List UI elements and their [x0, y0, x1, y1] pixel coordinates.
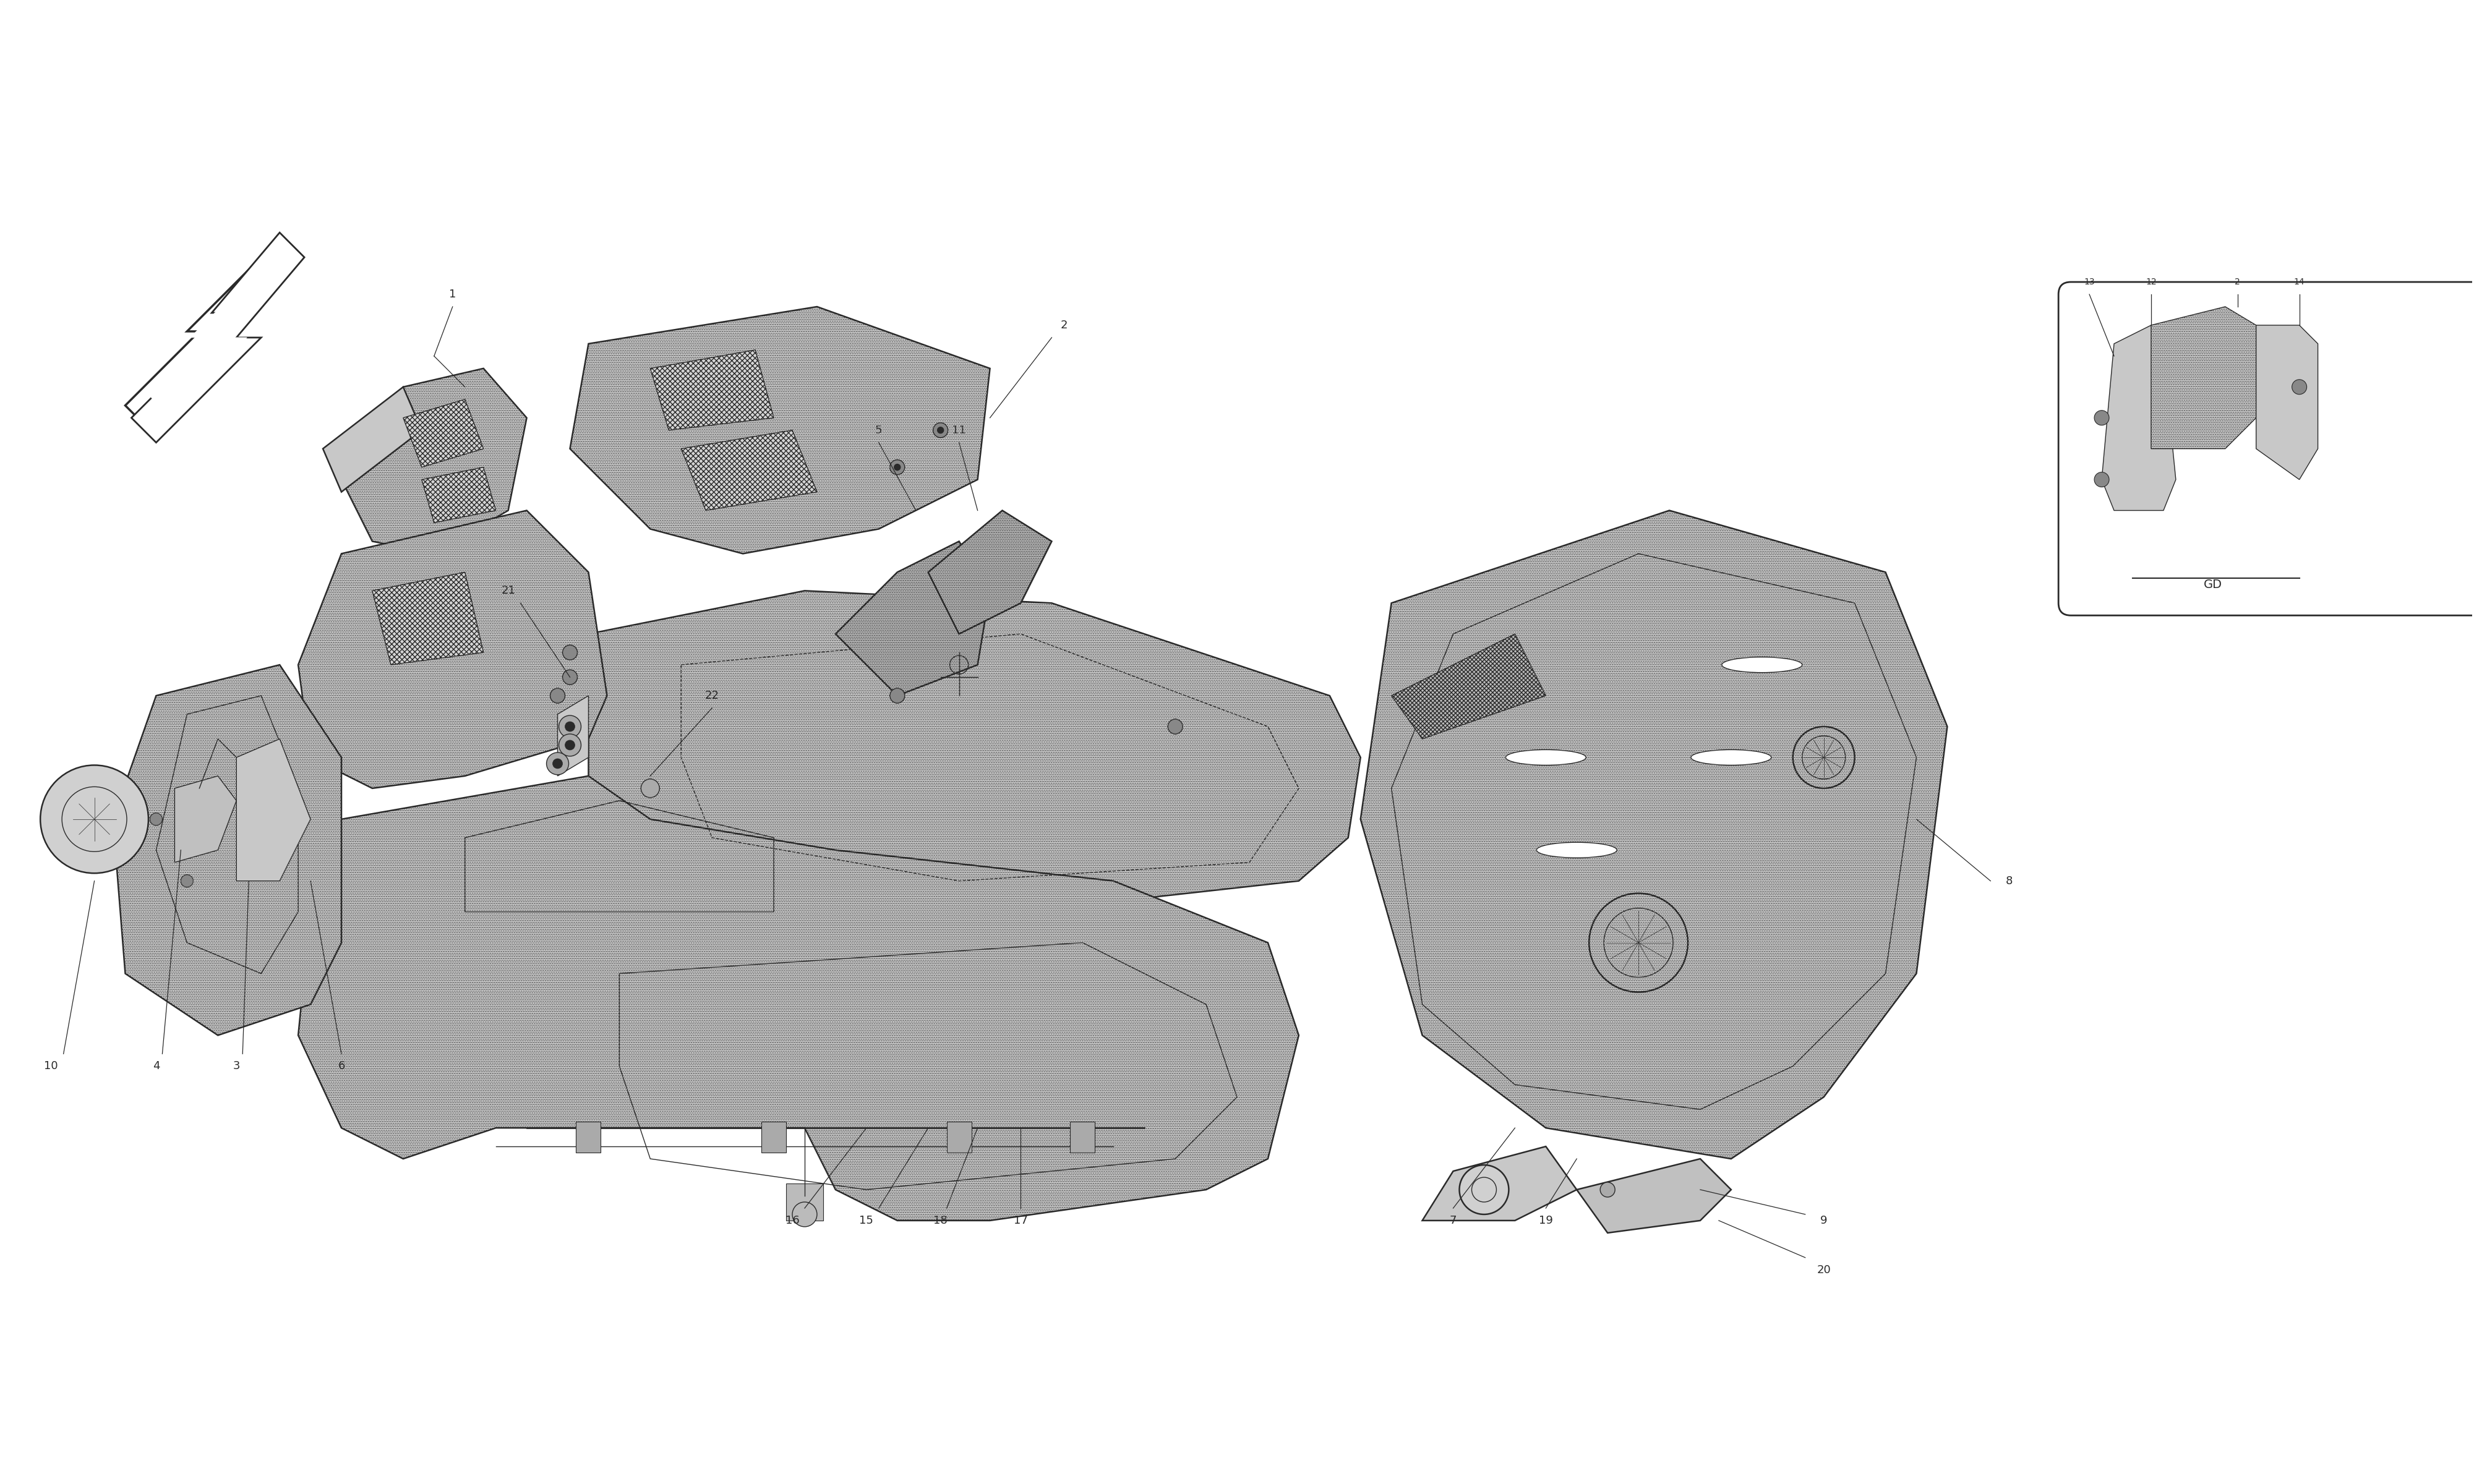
Polygon shape — [143, 285, 255, 402]
Text: 2: 2 — [1061, 319, 1069, 331]
Polygon shape — [680, 430, 816, 510]
Circle shape — [562, 646, 576, 660]
Polygon shape — [1576, 1159, 1732, 1233]
Polygon shape — [421, 467, 495, 522]
Polygon shape — [131, 233, 304, 442]
Text: 6: 6 — [339, 1061, 344, 1071]
Circle shape — [151, 813, 163, 825]
Circle shape — [641, 779, 661, 797]
Circle shape — [547, 752, 569, 775]
Text: 18: 18 — [933, 1215, 948, 1226]
Polygon shape — [126, 257, 280, 424]
Circle shape — [564, 721, 574, 732]
Polygon shape — [114, 665, 341, 1036]
Text: 2: 2 — [2234, 278, 2241, 286]
Polygon shape — [787, 1184, 824, 1220]
Text: 10: 10 — [45, 1061, 57, 1071]
Polygon shape — [928, 510, 1051, 634]
Polygon shape — [836, 542, 990, 696]
Text: 4: 4 — [153, 1061, 161, 1071]
Circle shape — [40, 766, 148, 873]
Text: 13: 13 — [2083, 278, 2095, 286]
Polygon shape — [762, 1122, 787, 1153]
Text: 15: 15 — [858, 1215, 873, 1226]
Text: 20: 20 — [1816, 1264, 1831, 1276]
Circle shape — [792, 1202, 816, 1227]
Circle shape — [933, 423, 948, 438]
Circle shape — [562, 669, 576, 684]
Polygon shape — [2103, 325, 2175, 510]
Circle shape — [559, 735, 581, 757]
Text: GD: GD — [2204, 579, 2222, 591]
Ellipse shape — [1536, 843, 1618, 858]
Polygon shape — [299, 510, 606, 788]
Polygon shape — [1071, 1122, 1096, 1153]
Circle shape — [1168, 720, 1183, 735]
Polygon shape — [371, 573, 482, 665]
Ellipse shape — [1507, 749, 1586, 766]
Circle shape — [549, 689, 564, 703]
FancyBboxPatch shape — [2058, 282, 2474, 616]
Polygon shape — [1390, 634, 1546, 739]
Text: 12: 12 — [2145, 278, 2157, 286]
Text: 16: 16 — [784, 1215, 799, 1226]
Polygon shape — [1361, 510, 1947, 1159]
Text: 7: 7 — [1450, 1215, 1457, 1226]
Polygon shape — [2150, 307, 2256, 448]
Polygon shape — [146, 249, 289, 427]
Circle shape — [1460, 1165, 1509, 1214]
Polygon shape — [2256, 325, 2318, 479]
Text: 21: 21 — [502, 585, 515, 597]
Polygon shape — [651, 350, 774, 430]
Text: 14: 14 — [2293, 278, 2306, 286]
Text: 11: 11 — [952, 424, 965, 436]
Polygon shape — [569, 307, 990, 554]
Polygon shape — [299, 776, 1299, 1220]
Text: 1: 1 — [450, 289, 455, 300]
Polygon shape — [576, 1122, 601, 1153]
Text: 17: 17 — [1014, 1215, 1027, 1226]
Polygon shape — [557, 696, 589, 776]
Circle shape — [1601, 1183, 1616, 1198]
Text: 3: 3 — [233, 1061, 240, 1071]
Circle shape — [2291, 380, 2306, 395]
Text: 8: 8 — [2006, 876, 2011, 886]
Ellipse shape — [1690, 749, 1771, 766]
Circle shape — [891, 689, 905, 703]
Circle shape — [564, 741, 574, 749]
Circle shape — [181, 874, 193, 887]
Text: 9: 9 — [1821, 1215, 1828, 1226]
Ellipse shape — [1722, 657, 1801, 672]
Polygon shape — [176, 776, 238, 862]
Polygon shape — [341, 368, 527, 554]
Polygon shape — [238, 739, 312, 881]
Polygon shape — [948, 1122, 972, 1153]
Circle shape — [891, 460, 905, 475]
Polygon shape — [589, 591, 1361, 911]
Text: 5: 5 — [876, 424, 883, 436]
Polygon shape — [1423, 1147, 1576, 1220]
Circle shape — [794, 1187, 814, 1205]
Polygon shape — [403, 399, 482, 467]
Circle shape — [893, 464, 901, 470]
Polygon shape — [324, 387, 421, 491]
Circle shape — [2095, 472, 2110, 487]
Circle shape — [552, 758, 562, 769]
Text: 22: 22 — [705, 690, 720, 702]
Circle shape — [559, 715, 581, 738]
Text: 19: 19 — [1539, 1215, 1554, 1226]
Circle shape — [938, 427, 943, 433]
Circle shape — [2095, 411, 2110, 426]
